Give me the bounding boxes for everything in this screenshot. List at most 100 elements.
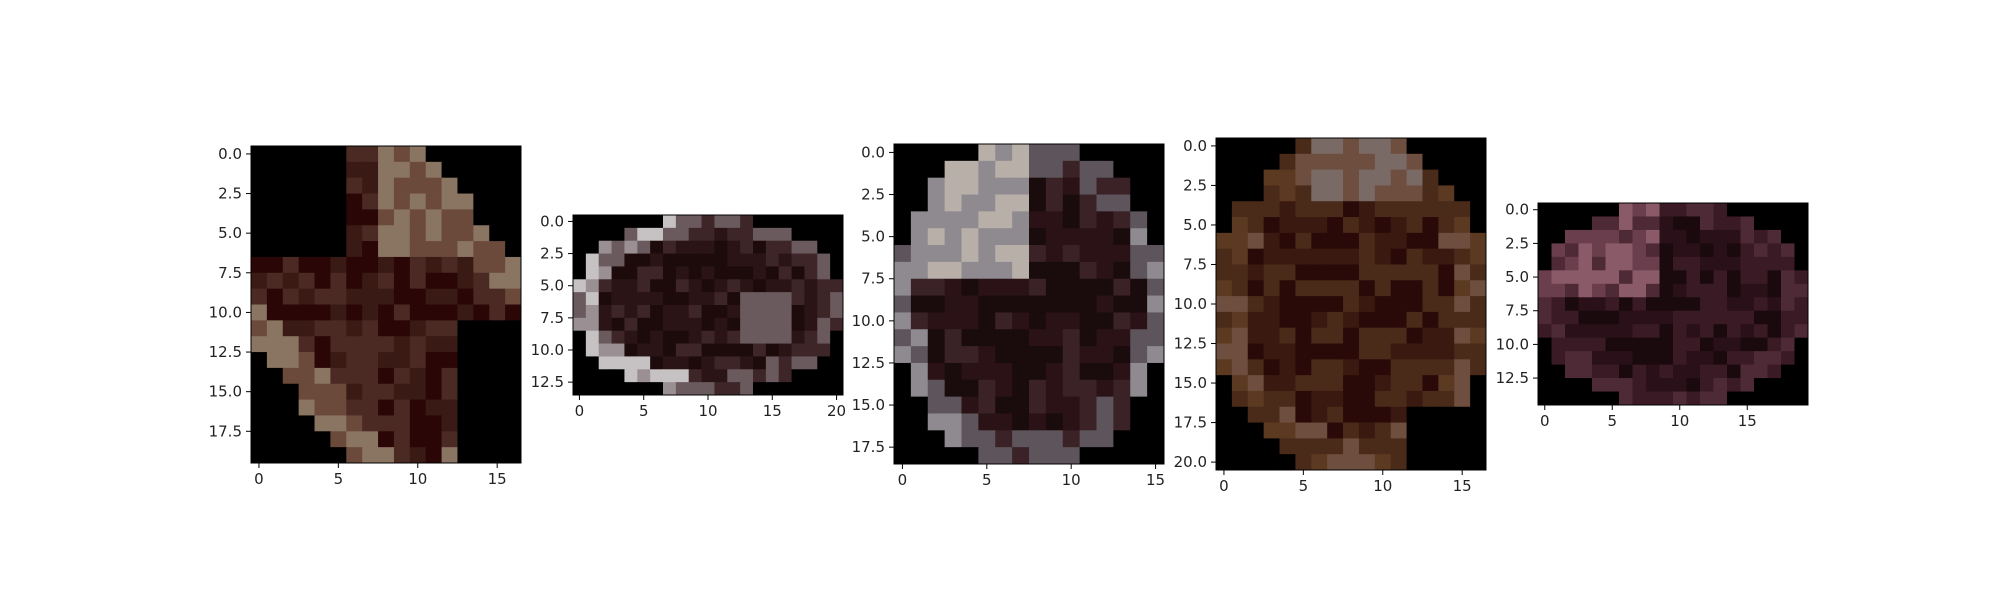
heatmap-cell — [441, 352, 458, 369]
heatmap-cell — [765, 330, 780, 344]
heatmap-cell — [573, 240, 587, 254]
heatmap-cell — [1538, 364, 1552, 379]
heatmap-cell — [978, 312, 996, 330]
heatmap-cell — [1079, 278, 1097, 296]
heatmap-cell — [1454, 390, 1471, 408]
heatmap-cell — [1279, 422, 1296, 439]
heatmap-cell — [1147, 194, 1165, 212]
heatmap-cell — [978, 194, 996, 212]
heatmap-cell — [1012, 261, 1030, 280]
heatmap-cell — [378, 209, 395, 226]
y-tick-label: 10.0 — [1496, 335, 1529, 353]
heatmap-cell — [573, 292, 587, 306]
heatmap-cell — [251, 399, 268, 416]
heatmap-cell — [1327, 153, 1344, 171]
heatmap-cell — [1438, 375, 1455, 392]
heatmap-cell — [1605, 337, 1620, 352]
heatmap-cell — [473, 288, 490, 305]
heatmap-cell — [282, 399, 300, 416]
heatmap-cell — [637, 240, 651, 254]
heatmap-cell — [1130, 413, 1148, 431]
heatmap-cell — [1113, 194, 1131, 212]
heatmap-cell — [1422, 359, 1439, 376]
heatmap-cell — [1754, 324, 1768, 339]
heatmap-cell — [714, 227, 728, 242]
heatmap-cell — [701, 266, 715, 280]
heatmap-cell — [1632, 203, 1647, 217]
y-tick-label: 5.0 — [218, 224, 242, 242]
heatmap-cell — [346, 415, 363, 432]
heatmap-cell — [804, 240, 818, 254]
heatmap-cell — [995, 245, 1013, 263]
heatmap-cell — [1632, 283, 1647, 298]
heatmap-cell — [1374, 201, 1392, 218]
heatmap-cell — [1216, 138, 1233, 155]
heatmap-cell — [441, 383, 458, 400]
heatmap-cell — [1740, 364, 1755, 379]
heatmap-cell — [393, 161, 411, 179]
heatmap-cell — [1247, 280, 1265, 297]
heatmap-cell — [1295, 390, 1312, 408]
heatmap-cell — [1605, 364, 1620, 379]
heatmap-cell — [1406, 390, 1423, 408]
heatmap-cell — [1247, 454, 1265, 471]
heatmap-cell — [1079, 211, 1097, 229]
heatmap-cell — [1062, 211, 1081, 229]
x-tick-label: 15 — [1146, 471, 1165, 489]
heatmap-cell — [298, 256, 315, 274]
heatmap-cell — [1062, 329, 1081, 347]
heatmap-cell — [330, 256, 347, 274]
heatmap-cell — [1358, 201, 1376, 218]
heatmap-cell — [473, 272, 490, 290]
heatmap-cell — [714, 292, 728, 306]
heatmap-cell — [1045, 295, 1064, 313]
heatmap-cell — [1390, 359, 1407, 376]
heatmap-cell — [1343, 390, 1360, 408]
heatmap-cell — [791, 266, 805, 280]
heatmap-cell — [1390, 343, 1407, 360]
heatmap-cell — [1279, 343, 1296, 360]
heatmap-cell — [1454, 406, 1471, 423]
heatmap-cell — [701, 356, 715, 370]
heatmap-cell — [330, 415, 347, 432]
heatmap-cell — [393, 209, 411, 226]
heatmap-cell — [675, 253, 690, 267]
heatmap-cell — [778, 343, 792, 357]
heatmap-cell — [378, 288, 395, 305]
heatmap-cell — [1327, 296, 1344, 313]
heatmap-cell — [346, 336, 363, 353]
heatmap-cell — [1012, 396, 1030, 414]
heatmap-cell — [409, 304, 427, 321]
heatmap-cell — [650, 227, 664, 242]
heatmap-cell — [1700, 297, 1714, 312]
heatmap-cell — [791, 292, 805, 306]
heatmap-cell — [1646, 337, 1660, 352]
heatmap-cell — [1713, 283, 1728, 298]
heatmap-cell — [1279, 264, 1296, 281]
heatmap-cell — [701, 292, 715, 306]
heatmap-cell — [910, 413, 929, 431]
heatmap-cell — [1079, 447, 1097, 465]
heatmap-cell — [1279, 438, 1296, 455]
heatmap-cell — [1578, 297, 1593, 312]
heatmap-cell — [1438, 422, 1455, 439]
heatmap-cell — [1231, 217, 1249, 234]
heatmap-cell — [1781, 297, 1795, 312]
heatmap-cell — [778, 356, 792, 370]
heatmap-cell — [701, 382, 715, 396]
heatmap-cell — [505, 241, 522, 258]
heatmap-cell — [1263, 248, 1280, 265]
heatmap-cell — [1470, 201, 1487, 218]
heatmap-cell — [1374, 359, 1392, 376]
heatmap-cell — [1438, 185, 1455, 202]
heatmap-cell — [1358, 454, 1376, 471]
heatmap-cell — [1096, 329, 1114, 347]
heatmap-cell — [330, 399, 347, 416]
heatmap-cell — [1605, 216, 1620, 231]
heatmap-cell — [1279, 327, 1296, 344]
heatmap-cell — [1374, 390, 1392, 408]
heatmap-cell — [624, 382, 638, 396]
heatmap-cell — [1311, 390, 1328, 408]
heatmap-cell — [378, 161, 395, 179]
heatmap-cell — [298, 447, 315, 464]
